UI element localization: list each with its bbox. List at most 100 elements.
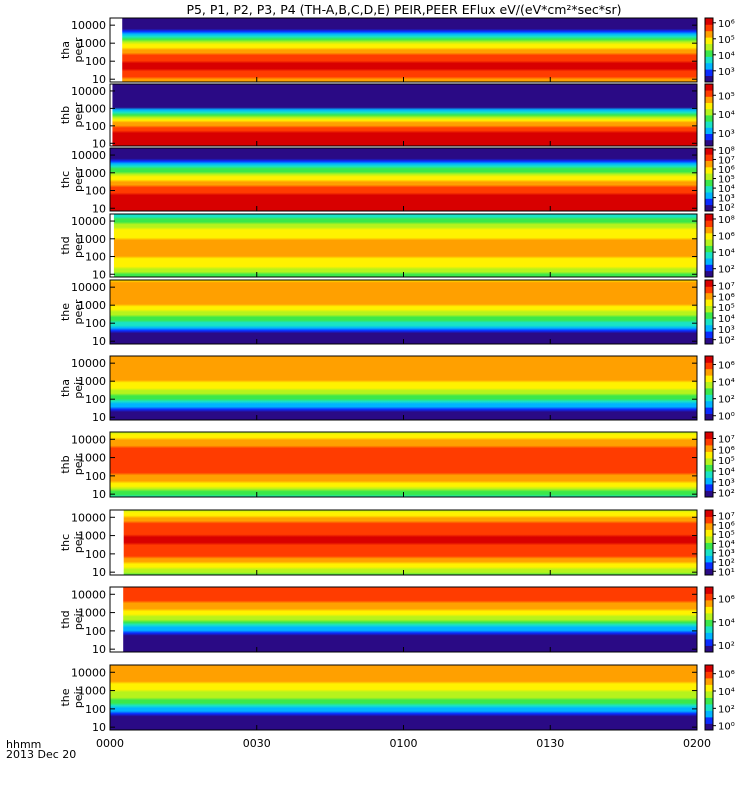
- colorbar-tick-label: 10²: [718, 265, 735, 276]
- spectrogram-the_peer: [110, 280, 697, 344]
- ytick-label: 100: [85, 185, 106, 198]
- colorbar-frame: [704, 355, 714, 421]
- colorbar-segment: [705, 555, 713, 563]
- colorbar-tha_peir: 10⁶ 10⁴ 10² 10⁰: [704, 355, 735, 423]
- colorbar-frame: [704, 431, 714, 498]
- colorbar-tick-label: 10⁶: [718, 595, 735, 606]
- ytick-label: 1000: [78, 299, 106, 312]
- colorbar-segment: [705, 286, 713, 294]
- colorbar-segment: [705, 665, 713, 672]
- colorbar-tick-label: 10⁴: [718, 378, 735, 389]
- ytick-label: 10: [92, 202, 106, 215]
- ytick-label: 10: [92, 411, 106, 424]
- colorbar-segment: [705, 214, 713, 221]
- colorbar-segment: [705, 69, 713, 76]
- colorbar-segment: [705, 600, 713, 607]
- colorbar-tick-label: 10⁷: [718, 512, 735, 523]
- colorbar-tick-label: 10³: [718, 67, 735, 78]
- ytick-label: 100: [85, 703, 106, 716]
- colorbar-segment: [705, 413, 713, 421]
- colorbar-segment: [705, 632, 713, 640]
- spectrogram-tha_peer: [122, 18, 697, 82]
- colorbar-segment: [705, 645, 713, 653]
- colorbar-tick-label: 10³: [718, 549, 735, 560]
- colorbar-tick-label: 10⁸: [718, 146, 735, 157]
- panel-the_peir: 10000 1000 100 10 the peir 10⁶ 10⁴ 10² 10⁰: [59, 664, 735, 734]
- colorbar-segment: [705, 160, 713, 168]
- panel-species-label: peer: [72, 299, 85, 325]
- colorbar-segment: [705, 337, 713, 345]
- colorbar-tick-label: 10²: [718, 641, 735, 652]
- colorbar-thb_peer: 10⁵ 10⁴ 10³: [704, 83, 735, 147]
- colorbar-segment: [705, 723, 713, 731]
- panel-species-label: peir: [72, 377, 85, 399]
- panel-probe-label: thc: [59, 534, 72, 551]
- colorbar-frame: [704, 83, 714, 147]
- ytick-label: 1000: [78, 685, 106, 698]
- panel-tha_peir: 10000 1000 100 10 tha peir 10⁶ 10⁴ 10² 10⁰: [59, 355, 735, 424]
- colorbar-segment: [705, 30, 713, 38]
- colorbar-tick-label: 10⁴: [718, 51, 735, 62]
- colorbar-tick-label: 10⁶: [718, 670, 735, 681]
- ytick-label: 100: [85, 251, 106, 264]
- colorbar-segment: [705, 198, 713, 206]
- colorbar-segment: [705, 407, 713, 414]
- panel-thc_peer: 10000 1000 100 10 thc peer 10⁸10⁷10⁶10⁵10⁴10³1…: [59, 146, 735, 215]
- colorbar-segment: [705, 704, 713, 711]
- colorbar-segment: [705, 96, 713, 103]
- colorbar-segment: [705, 613, 713, 620]
- colorbar-tick-label: 10⁴: [718, 467, 735, 478]
- colorbar-tick-label: 10⁷: [718, 155, 735, 166]
- xtick-label: 0030: [243, 737, 271, 750]
- colorbar-tick-label: 10⁵: [718, 91, 735, 102]
- ytick-label: 10000: [71, 281, 106, 294]
- colorbar-tick-label: 10⁶: [718, 361, 735, 372]
- colorbar-segment: [705, 148, 713, 155]
- colorbar-segment: [705, 62, 713, 70]
- colorbar-tick-label: 10⁴: [718, 539, 735, 550]
- colorbar-tick-label: 10⁴: [718, 110, 735, 121]
- colorbar-segment: [705, 75, 713, 83]
- panel-species-label: peir: [72, 531, 85, 553]
- panel-probe-label: the: [59, 688, 72, 706]
- colorbar-segment: [705, 523, 713, 530]
- colorbar-tick-label: 10⁶: [718, 292, 735, 303]
- ytick-label: 100: [85, 317, 106, 330]
- ytick-label: 1000: [78, 233, 106, 246]
- colorbar-segment: [705, 458, 713, 465]
- colorbar-thd_peer: 10⁸ 10⁶ 10⁴ 10²: [704, 213, 735, 278]
- colorbar-segment: [705, 710, 713, 718]
- spectrogram-thd_peer: [113, 214, 697, 277]
- panel-tha_peer: 10000 1000 100 10 tha peer 10⁶ 10⁵ 10⁴ 10³: [59, 17, 735, 86]
- colorbar-tick-label: 10²: [718, 558, 735, 569]
- colorbar-segment: [705, 312, 713, 319]
- colorbar-segment: [705, 270, 713, 278]
- colorbar-segment: [705, 299, 713, 306]
- ytick-label: 100: [85, 393, 106, 406]
- colorbar-segment: [705, 562, 713, 569]
- ytick-label: 100: [85, 470, 106, 483]
- colorbar-tick-label: 10⁶: [718, 19, 735, 30]
- panel-species-label: peir: [72, 453, 85, 475]
- colorbar-tick-label: 10⁶: [718, 165, 735, 176]
- colorbar-tick-label: 10⁷: [718, 281, 735, 292]
- ytick-label: 10000: [71, 19, 106, 32]
- colorbar-tick-label: 10⁶: [718, 445, 735, 456]
- colorbar-segment: [705, 179, 713, 187]
- colorbar-segment: [705, 691, 713, 698]
- colorbar-tick-label: 10⁵: [718, 456, 735, 467]
- panel-probe-label: thb: [59, 455, 72, 473]
- colorbar-segment: [705, 388, 713, 395]
- panel-thc_peir: 10000 1000 100 10 thc peir 10⁷10⁶10⁵10⁴10³10²1…: [59, 509, 735, 579]
- colorbar-tha_peer: 10⁶ 10⁵ 10⁴ 10³: [704, 17, 735, 83]
- xtick-label: 0000: [96, 737, 124, 750]
- colorbar-tick-label: 10³: [718, 478, 735, 489]
- panel-thd_peir: 10000 1000 100 10 thd peir 10⁶ 10⁴ 10²: [59, 586, 735, 656]
- ytick-label: 10000: [71, 588, 106, 601]
- colorbar-segment: [705, 192, 713, 199]
- panel-thb_peer: 10000 1000 100 10 thb peer 10⁵ 10⁴ 10³: [59, 83, 735, 150]
- colorbar-segment: [705, 204, 713, 212]
- colorbar-segment: [705, 368, 713, 376]
